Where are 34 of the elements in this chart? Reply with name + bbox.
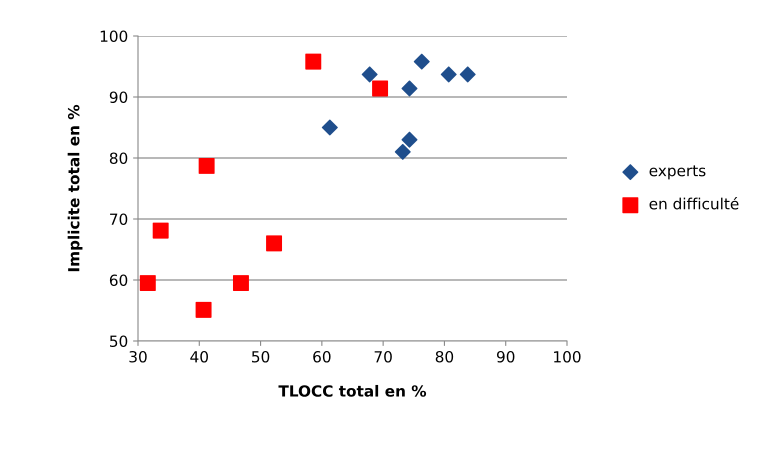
y-tick-label: 100 xyxy=(100,30,128,42)
legend-label: experts xyxy=(650,165,706,180)
x-tick-label: 30 xyxy=(129,350,147,363)
x-tick-label: 40 xyxy=(190,350,208,363)
point xyxy=(152,222,169,239)
y-tick-label: 80 xyxy=(110,152,128,164)
point xyxy=(362,66,378,82)
x-tick-label: 90 xyxy=(496,350,514,363)
point xyxy=(402,132,418,148)
point xyxy=(322,120,338,136)
point xyxy=(440,66,457,82)
x-tick-label: 80 xyxy=(436,350,454,363)
point xyxy=(232,275,249,292)
x-tick-label: 70 xyxy=(374,350,392,363)
point xyxy=(414,54,430,70)
point xyxy=(266,235,282,252)
point xyxy=(198,158,215,174)
x-tick-label: 60 xyxy=(313,350,331,363)
point xyxy=(402,80,418,96)
legend-label: en difficulté xyxy=(650,197,738,210)
y-axis-title: Implicite total en % xyxy=(68,104,82,272)
point xyxy=(372,80,388,96)
y-tick-label: 70 xyxy=(110,213,128,226)
point xyxy=(460,66,476,82)
y-tick-label: 60 xyxy=(110,274,128,286)
point xyxy=(394,144,411,160)
point xyxy=(305,54,322,70)
x-tick-label: 100 xyxy=(554,350,581,363)
point xyxy=(140,275,156,292)
point xyxy=(196,302,212,318)
x-axis-title: TLOCC total en % xyxy=(278,384,426,397)
y-tick-label: 90 xyxy=(110,91,128,104)
y-tick-label: 50 xyxy=(110,335,128,348)
x-tick-label: 50 xyxy=(252,350,270,363)
